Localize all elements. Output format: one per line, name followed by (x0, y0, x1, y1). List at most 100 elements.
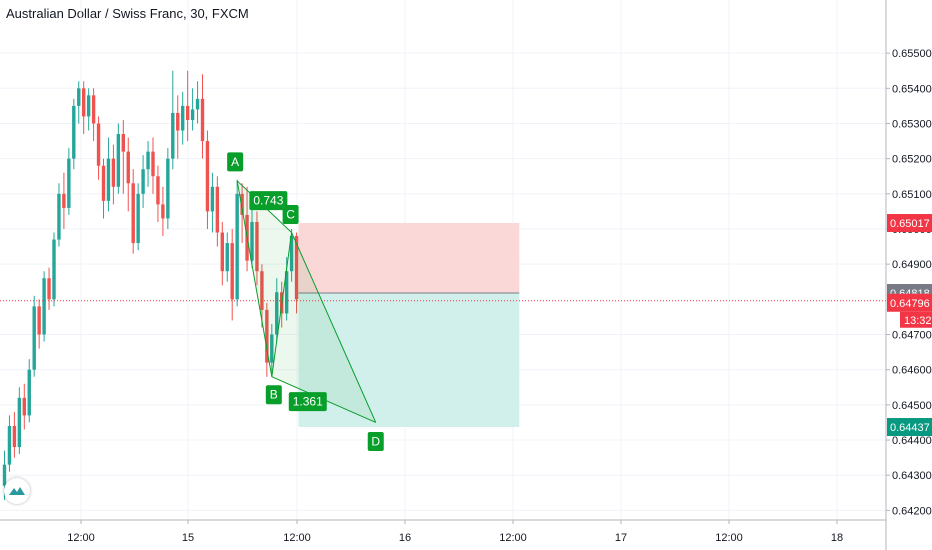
candle-body (141, 169, 145, 194)
candle-body (131, 183, 135, 244)
point-a-label-box (227, 152, 244, 172)
point-d-label-box (367, 431, 384, 451)
candle-body (176, 112, 180, 131)
candle-body (12, 425, 17, 448)
pattern-leg (271, 232, 293, 377)
candle-body (185, 105, 190, 120)
point-b-label: B (270, 388, 278, 402)
time-tick-label: 16 (399, 532, 411, 544)
ratio-bd-label-box (288, 392, 327, 412)
time-tick-label: 12:00 (715, 532, 743, 544)
candle-body (52, 239, 56, 300)
time-tick-label: 15 (182, 532, 194, 544)
price-tick-label: 0.64300 (892, 470, 932, 482)
candle-body (289, 236, 294, 272)
candle-body (62, 193, 66, 208)
candle-body (151, 151, 155, 177)
price-tick-label: 0.64200 (892, 505, 932, 517)
candle-body (72, 105, 76, 159)
candle-body (22, 397, 26, 416)
stop-loss-zone (298, 223, 520, 294)
point-c-label-box (282, 205, 299, 225)
time-tick-label: 17 (615, 532, 627, 544)
candle-body (111, 158, 116, 187)
tradingview-logo (4, 478, 30, 504)
price-tick-label: 0.64600 (892, 365, 932, 377)
candle-body (7, 425, 12, 465)
candle-body (57, 193, 61, 240)
candle-body (190, 109, 195, 120)
price-tick-label: 0.64700 (892, 330, 932, 342)
candle-body (86, 95, 91, 117)
candle-body (255, 221, 259, 272)
candle-body (42, 278, 46, 335)
pattern-leg (236, 180, 273, 377)
point-a-label: A (231, 155, 239, 169)
candle-body (121, 134, 125, 152)
ratio-ac-label-box (249, 191, 288, 211)
candle-body (101, 165, 106, 201)
candle-body (215, 186, 220, 233)
candle-body (116, 134, 121, 187)
price-tag-label: 0.65017 (890, 218, 930, 230)
candle-body (32, 306, 36, 370)
candle-body (156, 176, 160, 205)
price-tick-label: 0.65200 (892, 154, 932, 166)
candle-body (77, 88, 81, 106)
price-tick-label: 0.65300 (892, 118, 932, 130)
candle-body (161, 204, 165, 219)
countdown-box (900, 311, 932, 328)
candle-body (106, 158, 111, 201)
candle-body (265, 309, 269, 363)
candle-body (195, 98, 200, 110)
candle-body (220, 232, 224, 272)
candles (0, 70, 886, 500)
countdown-label: 13:32 (904, 315, 932, 327)
candle-body (270, 334, 274, 363)
candle-body (37, 306, 41, 335)
candle-body (171, 112, 175, 159)
price-tag-box (887, 293, 932, 312)
price-tag-box (887, 214, 932, 233)
candle-body (2, 464, 7, 486)
point-d-label: D (371, 434, 380, 448)
candle-body (67, 158, 71, 208)
candle-body (284, 271, 289, 314)
point-c-label: C (286, 208, 295, 222)
candle-body (250, 221, 254, 261)
harmonic-pattern: A B C D 0.743 1.361 (227, 152, 384, 451)
candle-body (294, 236, 299, 300)
candle-body (225, 243, 229, 272)
candle-body (230, 243, 234, 300)
pattern-fill-bcd (271, 232, 376, 423)
candle-body (181, 105, 185, 131)
candle-body (136, 193, 140, 244)
price-tick-label: 0.65100 (892, 189, 932, 201)
candle-body (47, 278, 51, 300)
candle-body (240, 193, 244, 215)
price-tick-label: 0.64400 (892, 435, 932, 447)
candle-body (27, 369, 31, 416)
price-tick-label: 0.64500 (892, 400, 932, 412)
pattern-fill-abc (237, 180, 292, 377)
candle-body (82, 88, 86, 117)
candle-body (17, 397, 22, 448)
point-b-label-box (265, 385, 282, 405)
pattern-leg (291, 232, 377, 423)
price-tick-label: 0.65500 (892, 48, 932, 60)
ratio-ac-label: 0.743 (253, 194, 283, 208)
price-tag-box (887, 418, 932, 437)
candle-body (126, 151, 130, 184)
ratio-bd-label: 1.361 (293, 395, 323, 409)
time-tick-label: 12:00 (499, 532, 527, 544)
candle-body (91, 95, 96, 124)
candle-body (235, 193, 239, 300)
time-tick-label: 12:00 (67, 532, 95, 544)
time-tick-label: 12:00 (283, 532, 311, 544)
price-tick-label: 0.65400 (892, 83, 932, 95)
candle-body (200, 98, 205, 142)
price-tick-label: 0.64900 (892, 259, 932, 271)
